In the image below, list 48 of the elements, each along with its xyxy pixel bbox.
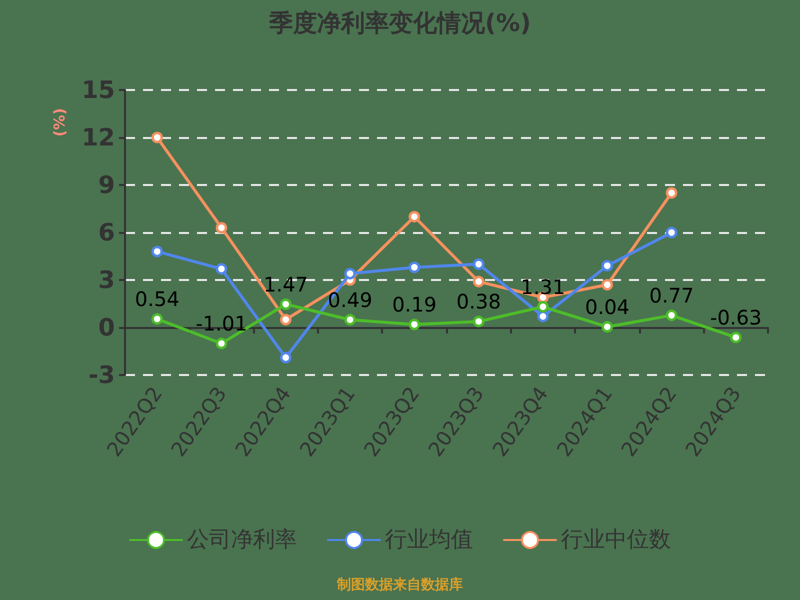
chart-title: 季度净利率变化情况(%) <box>268 9 531 37</box>
point <box>408 210 420 222</box>
point <box>472 276 484 288</box>
y-tick-label: 0 <box>98 314 115 342</box>
point <box>602 260 613 272</box>
point <box>472 316 484 328</box>
point <box>602 279 613 290</box>
text: 制图数据来自数据库 <box>336 576 463 593</box>
y-tick-label: 3 <box>98 266 115 294</box>
y-tick-label: -3 <box>88 361 115 389</box>
legend-label: 公司净利率 <box>187 528 297 552</box>
data-label: 0.77 <box>649 284 694 308</box>
y-tick-label: 9 <box>98 171 115 199</box>
y-tick-label: 12 <box>82 124 115 152</box>
point <box>730 332 742 344</box>
y-tick-label: 15 <box>82 76 115 104</box>
point <box>666 187 678 199</box>
point <box>151 313 163 325</box>
point <box>216 263 228 275</box>
data-label: 1.31 <box>520 275 566 300</box>
point <box>537 301 549 313</box>
y-axis-title: (%) <box>50 108 68 137</box>
point <box>666 310 678 322</box>
point <box>280 352 292 364</box>
point <box>408 262 420 274</box>
point <box>344 314 356 326</box>
point <box>472 258 484 270</box>
data-label: 0.04 <box>584 295 630 320</box>
data-label: 0.38 <box>456 290 501 314</box>
point <box>216 222 228 234</box>
data-label: 0.49 <box>328 288 372 312</box>
data-label: 1.47 <box>263 272 308 296</box>
point <box>344 268 356 280</box>
point <box>408 318 420 330</box>
point <box>280 298 292 310</box>
point <box>151 132 163 144</box>
point <box>216 338 228 350</box>
point <box>537 310 549 322</box>
point <box>280 314 292 326</box>
data-label: 0.19 <box>392 292 437 317</box>
legend-label: 行业中位数 <box>561 528 671 552</box>
legend-label: 行业均值 <box>385 528 473 552</box>
y-tick-label: 6 <box>98 218 115 246</box>
data-label: 0.54 <box>134 287 180 312</box>
point <box>151 246 163 258</box>
point <box>666 226 678 238</box>
data-label: -0.63 <box>710 306 762 330</box>
point <box>602 321 613 333</box>
